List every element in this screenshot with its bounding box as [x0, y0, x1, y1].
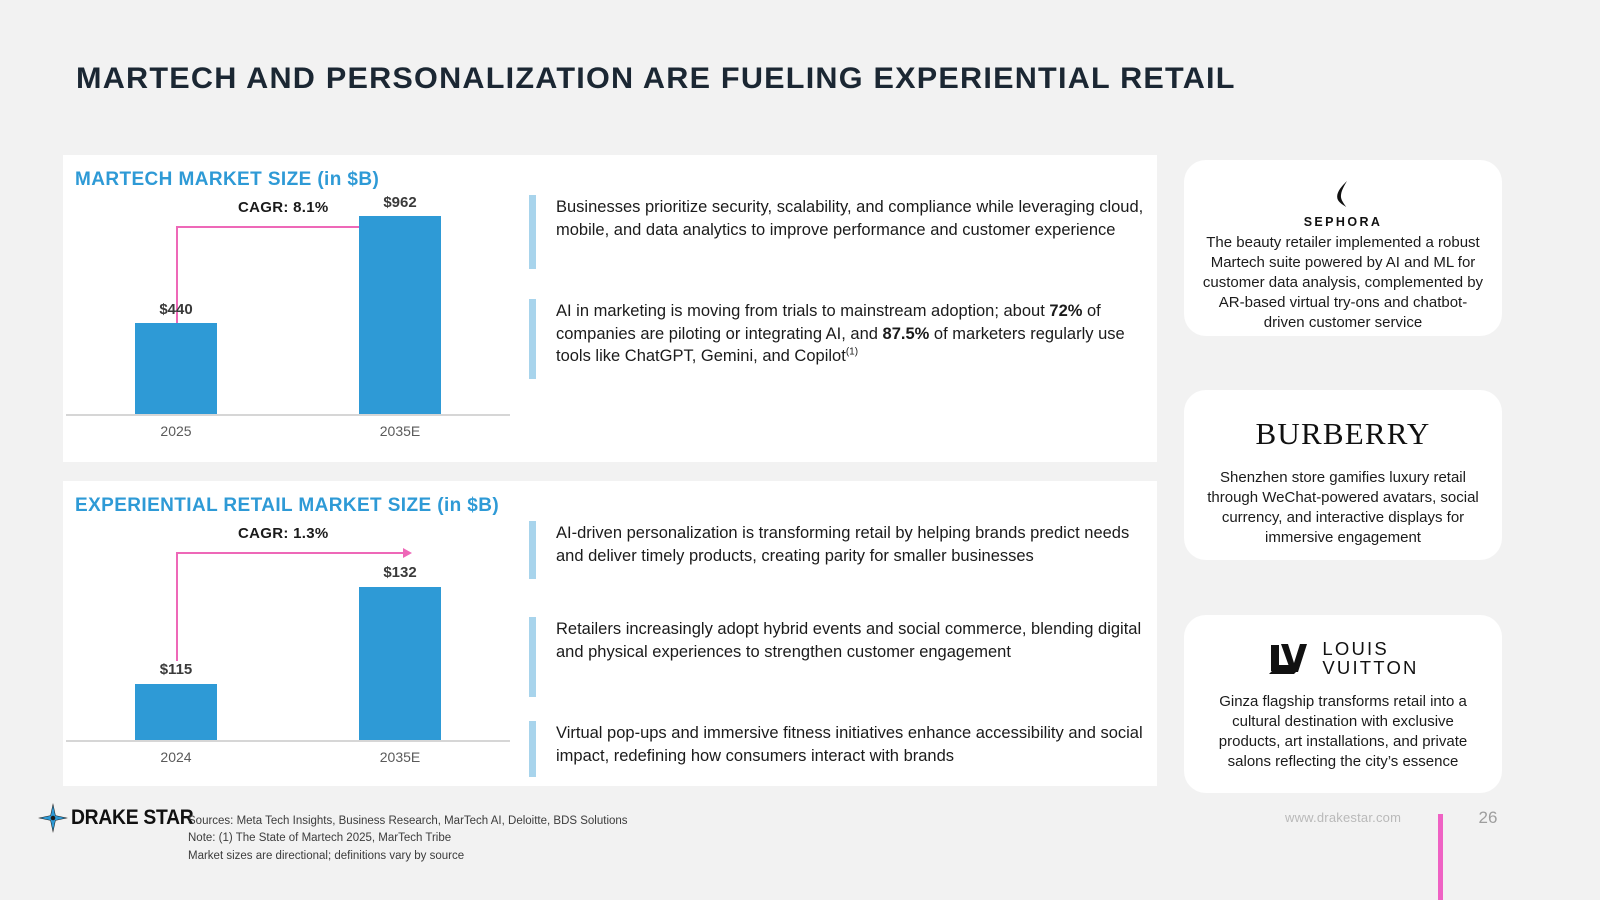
drake-star-wordmark: DRAKE STAR	[71, 806, 194, 829]
chart-plot-area: CAGR: 1.3% $115 $132	[63, 525, 513, 742]
drake-star-compass-icon	[38, 803, 68, 833]
category-label-2025: 2025	[160, 423, 192, 439]
louis-vuitton-monogram-icon	[1269, 644, 1308, 675]
cagr-bracket-horizontal	[176, 552, 405, 554]
cagr-bracket-horizontal	[176, 226, 405, 228]
bar-2025	[135, 323, 217, 414]
sephora-logo: SEPHORA	[1304, 174, 1383, 229]
bar-2035e	[359, 587, 441, 740]
bar-2035e	[359, 216, 441, 414]
section-title-experiential-retail: EXPERIENTIAL RETAIL MARKET SIZE (in $B)	[75, 495, 500, 516]
louis-vuitton-logo: LOUIS VUITTON	[1267, 639, 1418, 678]
cagr-annotation-retail: CAGR: 1.3%	[238, 525, 329, 542]
bullet-text: AI in marketing is moving from trials to…	[556, 299, 1149, 379]
bar-2024	[135, 684, 217, 740]
cagr-arrow-icon	[403, 548, 412, 558]
sephora-flame-icon	[1337, 181, 1347, 207]
bar-value-2035e: $962	[383, 194, 417, 211]
page-title: MARTECH AND PERSONALIZATION ARE FUELING …	[76, 62, 1236, 95]
website-url[interactable]: www.drakestar.com	[1285, 810, 1402, 825]
category-label-2024: 2024	[160, 749, 192, 765]
bullet-accent-bar	[529, 521, 536, 579]
footnote-sources: Sources: Meta Tech Insights, Business Re…	[188, 815, 628, 827]
bullet-accent-bar	[529, 299, 536, 379]
bullet-text: Retailers increasingly adopt hybrid even…	[556, 620, 1142, 661]
bar-value-2025: $440	[159, 301, 193, 318]
brand-card-sephora[interactable]: SEPHORA The beauty retailer implemented …	[1181, 157, 1505, 339]
sephora-wordmark: SEPHORA	[1303, 215, 1383, 229]
cagr-bracket-vertical	[176, 552, 178, 661]
section-panel-experiential-retail: EXPERIENTIAL RETAIL MARKET SIZE (in $B) …	[63, 481, 1157, 786]
bullet-text: Virtual pop-ups and immersive fitness in…	[556, 724, 1143, 765]
chart-axis-line	[66, 414, 510, 416]
chart-plot-area: CAGR: 8.1% $440 $962	[63, 194, 513, 416]
category-label-2035e: 2035E	[379, 423, 421, 439]
drake-star-logo: DRAKE STAR	[38, 803, 204, 833]
footnote-marker: (1)	[845, 346, 859, 358]
bullet-item: Retailers increasingly adopt hybrid even…	[529, 617, 1149, 697]
louis-vuitton-wordmark: LOUIS VUITTON	[1322, 639, 1418, 678]
lv-word-line1: LOUIS	[1322, 638, 1389, 659]
bullet-highlight-875: 87.5%	[882, 324, 930, 343]
burberry-wordmark-logo: BURBERRY	[1255, 416, 1431, 451]
footnote-disclaimer: Market sizes are directional; definition…	[188, 849, 465, 862]
bullet-accent-bar	[529, 617, 536, 697]
bullet-item: Businesses prioritize security, scalabil…	[529, 195, 1149, 269]
bullet-list-martech: Businesses prioritize security, scalabil…	[529, 195, 1149, 379]
bullet-item: Virtual pop-ups and immersive fitness in…	[529, 721, 1149, 777]
chart-experiential-retail: CAGR: 1.3% $115 $132 2024 2035E	[63, 525, 513, 777]
bullet-text-pre: AI in marketing is moving from trials to…	[556, 302, 1050, 320]
bullet-accent-bar	[529, 721, 536, 777]
bullet-item: AI in marketing is moving from trials to…	[529, 299, 1149, 379]
brand-card-description: The beauty retailer implemented a robust…	[1202, 234, 1484, 331]
footer-divider	[1438, 814, 1443, 900]
chart-martech: CAGR: 8.1% $440 $962 2025 2035E	[63, 194, 513, 451]
section-panel-martech: MARTECH MARKET SIZE (in $B) CAGR: 8.1% $…	[63, 155, 1157, 462]
section-title-martech: MARTECH MARKET SIZE (in $B)	[75, 169, 380, 190]
footnote-note: Note: (1) The State of Martech 2025, Mar…	[188, 832, 452, 845]
bullet-list-experiential-retail: AI-driven personalization is transformin…	[529, 521, 1149, 777]
bullet-text: AI-driven personalization is transformin…	[556, 524, 1130, 565]
bullet-highlight-72: 72%	[1049, 302, 1083, 320]
bullet-text-mid: of companies are piloting or integrating…	[556, 302, 1101, 343]
brand-card-description: Ginza flagship transforms retail into a …	[1218, 692, 1468, 770]
cagr-annotation-martech: CAGR: 8.1%	[238, 199, 329, 216]
cagr-bracket-vertical	[176, 226, 178, 336]
bullet-item: AI-driven personalization is transformin…	[529, 521, 1149, 579]
chart-axis-line	[66, 740, 510, 742]
brand-card-description: Shenzhen store gamifies luxury retail th…	[1207, 469, 1479, 546]
category-label-2035e: 2035E	[379, 749, 421, 765]
footnotes: Sources: Meta Tech Insights, Business Re…	[188, 813, 628, 865]
bullet-text: Businesses prioritize security, scalabil…	[556, 198, 1144, 239]
brand-card-burberry[interactable]: BURBERRY Shenzhen store gamifies luxury …	[1181, 387, 1505, 563]
page-number: 26	[1478, 808, 1498, 827]
lv-word-line2: VUITTON	[1322, 657, 1419, 679]
bar-value-2024: $115	[159, 661, 193, 678]
bullet-accent-bar	[529, 195, 536, 269]
bullet-text-post: of marketers regularly use tools like Ch…	[556, 324, 1125, 366]
brand-card-louis-vuitton[interactable]: LOUIS VUITTON Ginza flagship transforms …	[1181, 612, 1505, 796]
bar-value-2035e: $132	[383, 564, 417, 581]
